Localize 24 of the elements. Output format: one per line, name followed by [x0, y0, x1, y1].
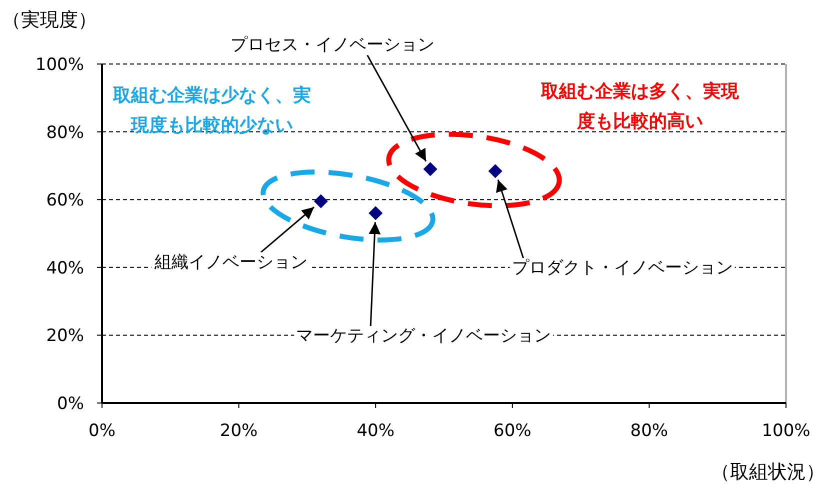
y-tick-label: 60% — [46, 190, 84, 211]
point — [423, 162, 438, 176]
annotation: マーケティング・イノベーション — [296, 326, 552, 346]
x-tick-label: 60% — [494, 421, 532, 441]
x-tick-label: 100% — [762, 421, 810, 441]
y-tick-label: 80% — [46, 122, 84, 143]
x-tick-label: 20% — [220, 421, 258, 441]
x-tick-label: 80% — [630, 421, 668, 441]
annotation: 取組む企業は少なく、実現度も比較的少ない — [112, 84, 312, 138]
y-tick-label: 0% — [57, 394, 84, 414]
annotation: 取組む企業は多く、実現度も比較的高い — [540, 80, 740, 134]
x-axis-title: （取組状況） — [711, 461, 825, 483]
x-tick-label: 40% — [356, 421, 394, 441]
y-tick-label: 40% — [46, 258, 84, 278]
annotation: プロセス・イノベーション — [230, 35, 434, 56]
y-tick-label: 20% — [46, 326, 84, 346]
annotation: 組織イノベーション — [153, 252, 308, 272]
y-tick-label: 100% — [35, 55, 84, 75]
point — [314, 194, 328, 208]
y-axis-title: （実現度） — [2, 9, 97, 31]
x-tick-label: 0% — [88, 421, 116, 441]
point — [368, 206, 383, 220]
annotation: プロダクト・イノベーション — [512, 258, 733, 278]
point — [488, 164, 502, 178]
